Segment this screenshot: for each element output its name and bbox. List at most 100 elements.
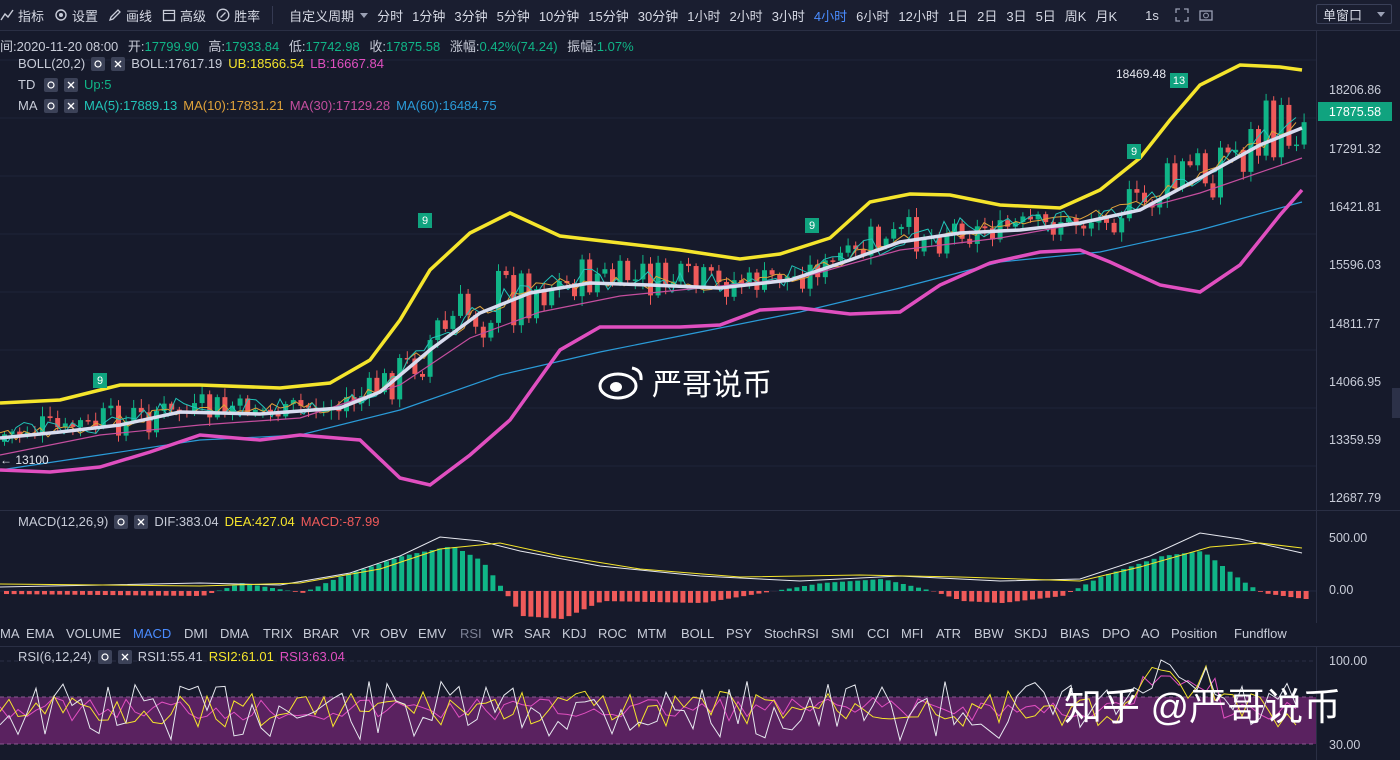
open-label: 开: [127, 39, 145, 54]
candle-body [663, 262, 669, 285]
period-option[interactable]: 3日 [1006, 8, 1027, 24]
ma-close-icon[interactable] [64, 98, 78, 113]
macd-bar [1189, 552, 1195, 591]
indicator-tab[interactable]: BBW [974, 626, 1004, 641]
indicator-tab[interactable]: CCI [867, 626, 890, 641]
indicator-tab[interactable]: SMI [831, 626, 855, 641]
advanced-button[interactable]: 高级 [162, 6, 206, 25]
indicator-tab[interactable]: RSI [460, 626, 482, 641]
indicator-tab[interactable]: OBV [380, 626, 408, 641]
ma-settings-icon[interactable] [44, 98, 58, 113]
candle-body [853, 245, 859, 250]
refresh-interval[interactable]: 1s [1145, 7, 1159, 23]
period-option[interactable]: 5日 [1035, 8, 1056, 24]
macd-bar [64, 591, 70, 595]
macd-bar [11, 591, 17, 595]
period-option[interactable]: 10分钟 [538, 8, 580, 24]
winrate-button[interactable]: 胜率 [216, 6, 260, 25]
period-option[interactable]: 30分钟 [637, 8, 679, 24]
candle-body [374, 377, 380, 393]
period-option[interactable]: 3小时 [771, 8, 805, 24]
td-close-icon[interactable] [64, 77, 78, 92]
candle-body [1225, 147, 1231, 153]
period-option[interactable]: 15分钟 [588, 8, 629, 24]
indicator-tab[interactable]: DPO [1102, 626, 1131, 641]
rsi-chart[interactable] [0, 647, 1316, 760]
indicators-button[interactable]: 指标 [0, 6, 44, 25]
indicator-tab[interactable]: EMA [26, 626, 55, 641]
period-option[interactable]: 1分钟 [412, 8, 446, 24]
period-option[interactable]: 1小时 [687, 8, 721, 24]
high-value: 17933.84 [225, 39, 280, 54]
candle-body [982, 226, 988, 229]
indicator-tab[interactable]: VR [352, 626, 371, 641]
period-option[interactable]: 3分钟 [454, 8, 488, 24]
indicator-tab[interactable]: KDJ [562, 626, 587, 641]
indicator-tab[interactable]: Fundflow [1234, 626, 1287, 641]
indicator-tab[interactable]: SAR [524, 626, 551, 641]
macd-bar [1288, 591, 1294, 598]
rsi-close-icon[interactable] [117, 649, 132, 664]
indicator-tab[interactable]: StochRSI [764, 626, 819, 641]
indicator-tab[interactable]: ROC [598, 626, 627, 641]
period-option[interactable]: 4小时 [813, 8, 848, 24]
indicator-tab[interactable]: MFI [901, 626, 924, 641]
indicator-tab[interactable]: BOLL [681, 626, 715, 641]
indicator-tab[interactable]: DMA [220, 626, 249, 641]
candle-body [990, 228, 995, 240]
boll-close-icon[interactable] [111, 56, 126, 71]
indicator-tab[interactable]: MA [0, 626, 20, 641]
rsi-settings-icon[interactable] [97, 649, 112, 664]
window-mode-dropdown[interactable]: 单窗口 [1316, 4, 1392, 24]
indicators-label: 指标 [18, 8, 45, 24]
macd-bar [1265, 591, 1271, 594]
panel-collapse-handle[interactable] [1392, 388, 1400, 418]
indicator-tab[interactable]: SKDJ [1014, 626, 1048, 641]
macd-close-icon[interactable] [134, 514, 149, 529]
period-option[interactable]: 2小时 [729, 8, 763, 24]
camera-icon[interactable] [1199, 8, 1213, 22]
draw-button[interactable]: 画线 [108, 6, 152, 25]
period-option[interactable]: 分时 [377, 8, 404, 24]
macd-bar [1075, 588, 1081, 591]
macd-bar [946, 591, 952, 597]
indicator-tab[interactable]: TRIX [263, 626, 293, 641]
candle-body [936, 235, 942, 254]
macd-bar [118, 591, 123, 596]
indicator-tab[interactable]: BIAS [1060, 626, 1090, 641]
period-option[interactable]: 月K [1095, 8, 1118, 24]
indicator-tab[interactable]: Position [1171, 626, 1218, 641]
indicator-tab[interactable]: EMV [418, 626, 447, 641]
indicator-tab[interactable]: MTM [637, 626, 667, 641]
boll-settings-icon[interactable] [91, 56, 106, 71]
rsi-legend: RSI(6,12,24) RSI1:55.41 RSI2:61.01 RSI3:… [18, 649, 345, 664]
price-chart[interactable] [0, 30, 1316, 510]
indicator-tab[interactable]: DMI [184, 626, 208, 641]
period-option[interactable]: 1日 [947, 8, 969, 24]
period-option[interactable]: 5分钟 [496, 8, 530, 24]
macd-bar [612, 591, 617, 602]
custom-period-dropdown[interactable]: 自定义周期 [289, 6, 369, 25]
period-option[interactable]: 2日 [977, 8, 998, 24]
indicator-tab[interactable]: WR [492, 626, 514, 641]
period-option[interactable]: 12小时 [898, 8, 939, 24]
indicator-tab[interactable]: VOLUME [66, 626, 121, 641]
candle-body [230, 405, 235, 415]
high-label: 高: [208, 39, 226, 54]
period-option[interactable]: 周K [1064, 8, 1087, 24]
macd-chart[interactable] [0, 511, 1316, 623]
expand-icon[interactable] [1175, 8, 1189, 22]
macd-settings-icon[interactable] [114, 514, 129, 529]
macd-bar [171, 591, 177, 596]
candle-body [1240, 149, 1246, 172]
td-settings-icon[interactable] [44, 77, 58, 92]
indicator-tab[interactable]: MACD [133, 626, 172, 641]
settings-button[interactable]: 设置 [54, 6, 98, 25]
candle-body [906, 217, 912, 227]
indicator-tab[interactable]: ATR [936, 626, 962, 641]
indicator-tab[interactable]: AO [1141, 626, 1160, 641]
indicator-tab[interactable]: PSY [726, 626, 753, 641]
period-option[interactable]: 6小时 [856, 8, 890, 24]
indicator-tab[interactable]: BRAR [303, 626, 340, 641]
macd-bar [1068, 591, 1073, 592]
